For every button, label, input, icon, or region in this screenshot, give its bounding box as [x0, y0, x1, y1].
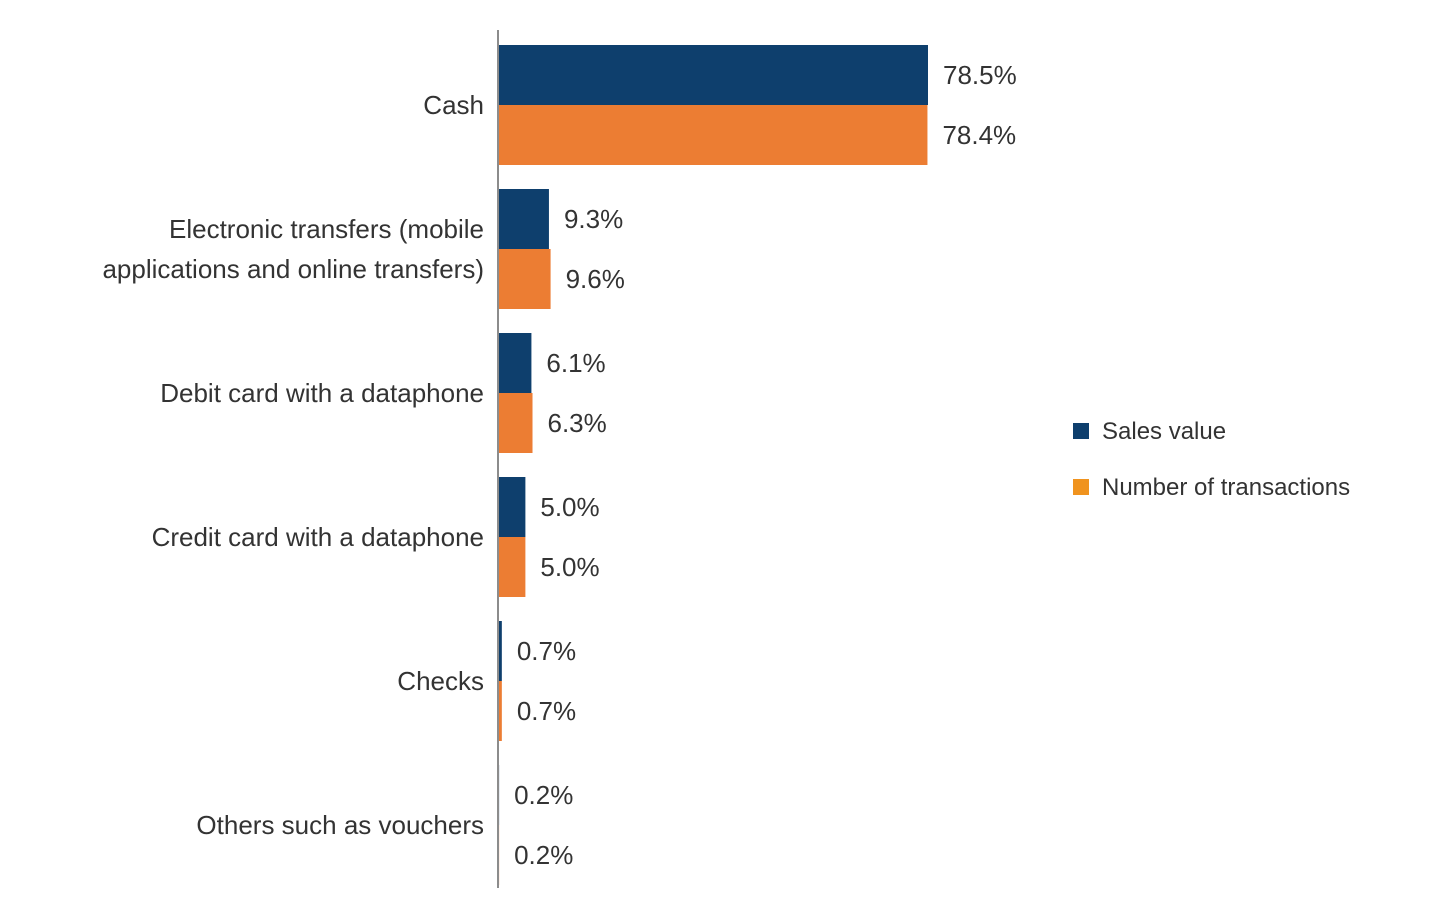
data-label: 78.4% — [942, 120, 1016, 150]
data-label: 5.0% — [540, 492, 599, 522]
bar-number-of-transactions — [498, 681, 502, 741]
bar-number-of-transactions — [498, 105, 928, 165]
data-label: 5.0% — [540, 552, 599, 582]
category-label: applications and online transfers) — [102, 254, 484, 284]
data-label: 0.2% — [514, 840, 573, 870]
bar-sales-value — [498, 189, 549, 249]
category-label: Credit card with a dataphone — [152, 522, 484, 552]
data-label: 0.7% — [517, 636, 576, 666]
bars: 78.5% 78.4% 9.3% 9.6% 6.1% 6.3% 5.0% 5.0% 0.7% 0.… — [498, 45, 1017, 885]
bar-number-of-transactions — [498, 393, 533, 453]
category-label: Electronic transfers (mobile — [169, 214, 484, 244]
category-label: Checks — [397, 666, 484, 696]
category-label: Cash — [423, 90, 484, 120]
bar-sales-value — [498, 45, 928, 105]
data-label: 6.1% — [546, 348, 605, 378]
data-label: 78.5% — [943, 60, 1017, 90]
bar-number-of-transactions — [498, 537, 526, 597]
data-label: 6.3% — [548, 408, 607, 438]
bar-sales-value — [498, 621, 502, 681]
data-label: 9.3% — [564, 204, 623, 234]
bar-number-of-transactions — [498, 249, 551, 309]
legend-swatch — [1073, 423, 1089, 439]
category-label: Others such as vouchers — [196, 810, 484, 840]
legend-swatch — [1073, 479, 1089, 495]
legend-label: Number of transactions — [1102, 474, 1350, 501]
bar-sales-value — [498, 477, 526, 537]
data-label: 0.2% — [514, 780, 573, 810]
data-label: 9.6% — [566, 264, 625, 294]
legend-label: Sales value — [1102, 418, 1226, 445]
category-label: Debit card with a dataphone — [160, 378, 484, 408]
data-label: 0.7% — [517, 696, 576, 726]
bar-sales-value — [498, 333, 532, 393]
legend: Sales value Number of transactions — [1073, 418, 1350, 501]
category-labels: Cash Electronic transfers (mobile applicat… — [102, 90, 484, 840]
